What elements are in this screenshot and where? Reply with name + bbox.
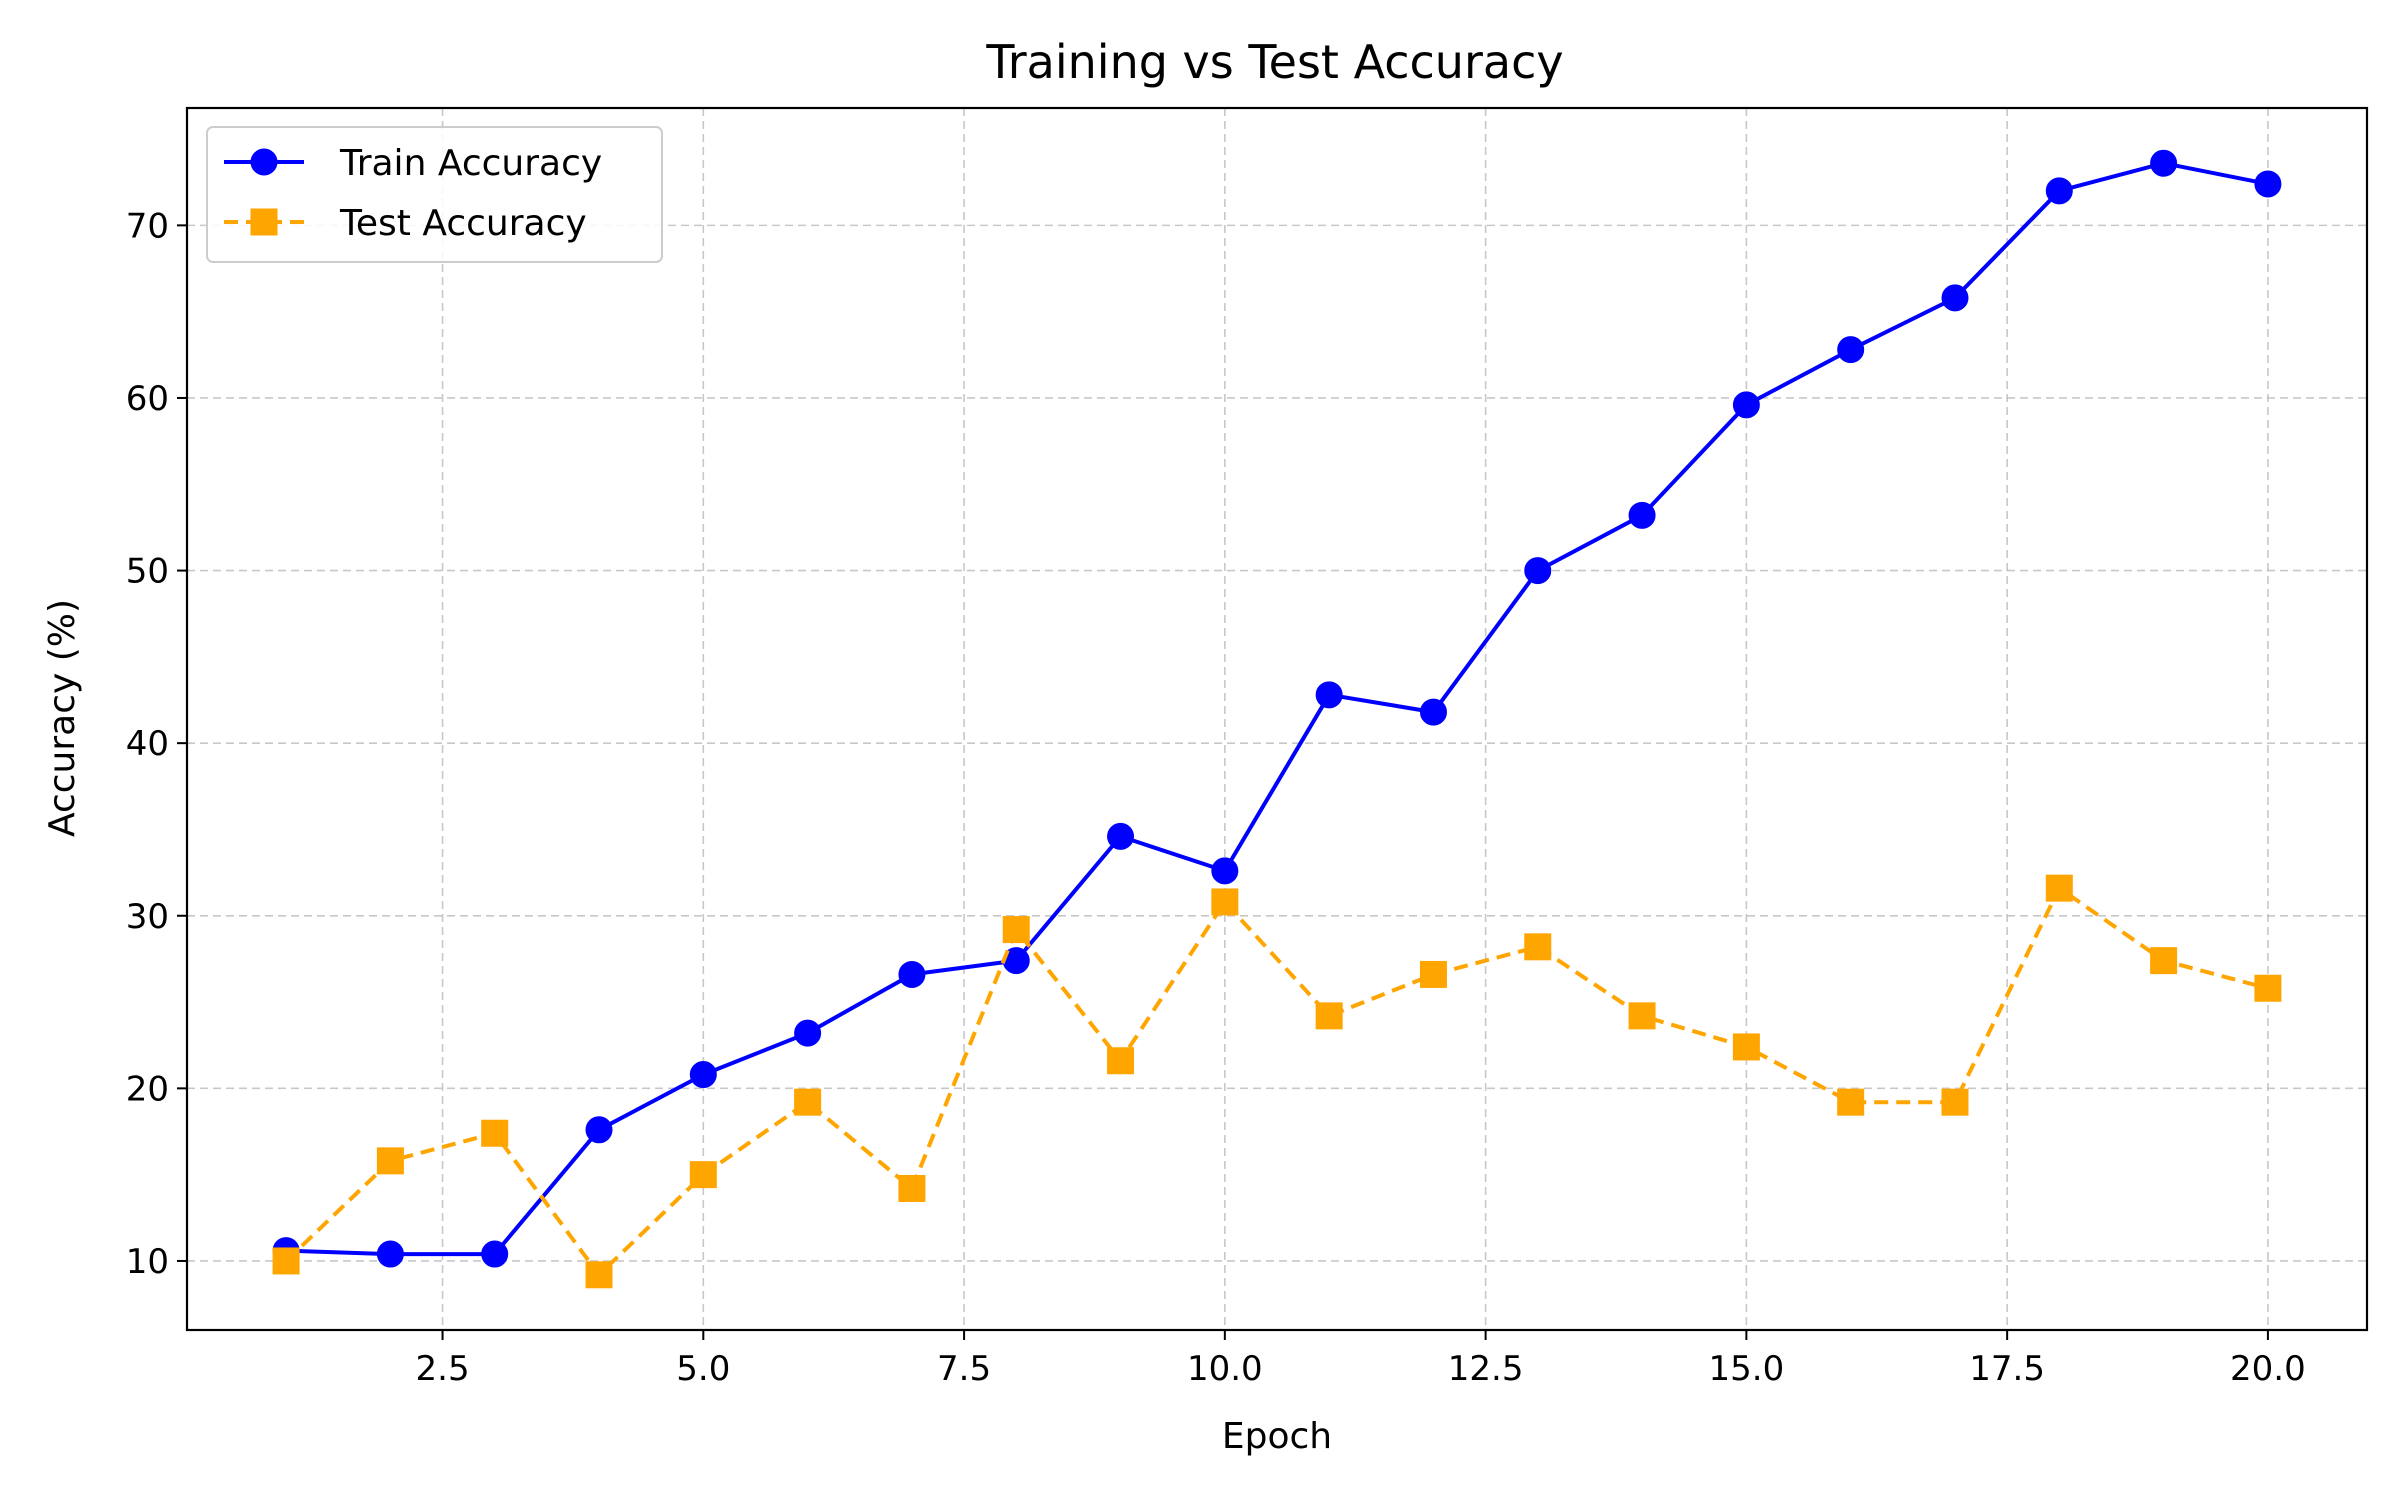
data-point bbox=[376, 1147, 404, 1175]
grid-lines bbox=[187, 108, 2367, 1330]
data-point bbox=[2254, 170, 2282, 198]
y-axis-label: Accuracy (%) bbox=[42, 599, 83, 837]
data-point bbox=[898, 1174, 926, 1202]
data-point bbox=[1211, 857, 1239, 885]
y-tick-label: 60 bbox=[126, 379, 169, 419]
data-point bbox=[1732, 1033, 1760, 1061]
data-point bbox=[1211, 888, 1239, 916]
legend-box bbox=[206, 126, 663, 263]
data-point bbox=[2150, 149, 2178, 177]
data-point bbox=[1941, 1088, 1969, 1116]
y-tick-label: 30 bbox=[126, 897, 169, 937]
x-tick-label: 2.5 bbox=[416, 1349, 470, 1389]
data-point bbox=[376, 1240, 404, 1268]
data-point bbox=[585, 1116, 613, 1144]
data-point bbox=[689, 1061, 717, 1089]
data-point bbox=[1107, 822, 1135, 850]
x-tick-label: 17.5 bbox=[1969, 1349, 2045, 1389]
series-1 bbox=[272, 149, 2282, 1268]
legend-item: Test Accuracy bbox=[224, 203, 587, 244]
data-point bbox=[481, 1119, 509, 1147]
series-line bbox=[284, 161, 2270, 1257]
data-point bbox=[2254, 974, 2282, 1002]
plot-area-frame bbox=[185, 106, 2369, 1332]
y-tick-label: 40 bbox=[126, 724, 169, 764]
series-line bbox=[284, 886, 2269, 1277]
y-tick-label: 50 bbox=[126, 552, 169, 592]
data-point bbox=[1524, 933, 1552, 961]
x-tick-label: 7.5 bbox=[937, 1349, 991, 1389]
data-point bbox=[1315, 681, 1343, 709]
data-point bbox=[585, 1261, 613, 1289]
legend-label: Test Accuracy bbox=[339, 203, 587, 244]
series-2 bbox=[272, 874, 2282, 1289]
legend-items: Train Accuracy Test Accuracy bbox=[224, 143, 602, 244]
axis-ticks: 2.5 5.0 7.5 10.0 12.5 15.0 17.5 20.0 10 20 30 40 50 6… bbox=[126, 206, 2306, 1389]
data-point bbox=[2150, 947, 2178, 975]
x-tick-label: 10.0 bbox=[1187, 1349, 1263, 1389]
y-tick-label: 20 bbox=[126, 1069, 169, 1109]
data-point bbox=[1628, 501, 1656, 529]
x-axis-label: Epoch bbox=[1222, 1416, 1332, 1457]
x-tick-label: 20.0 bbox=[2230, 1349, 2306, 1389]
data-point bbox=[1837, 336, 1865, 364]
y-tick-label: 10 bbox=[126, 1242, 169, 1282]
data-point bbox=[689, 1161, 717, 1189]
legend: Train Accuracy Test Accuracy bbox=[206, 126, 663, 263]
data-point bbox=[898, 960, 926, 988]
data-point bbox=[1837, 1088, 1865, 1116]
data-point bbox=[1315, 1002, 1343, 1030]
data-point bbox=[1524, 557, 1552, 585]
x-tick-label: 12.5 bbox=[1448, 1349, 1524, 1389]
chart-title: Training vs Test Accuracy bbox=[985, 35, 1563, 89]
legend-marker bbox=[250, 208, 278, 236]
legend-marker bbox=[250, 148, 278, 176]
x-tick-label: 15.0 bbox=[1709, 1349, 1785, 1389]
x-tick-label: 5.0 bbox=[676, 1349, 730, 1389]
data-point bbox=[272, 1247, 300, 1275]
legend-label: Train Accuracy bbox=[339, 143, 602, 184]
legend-item: Train Accuracy bbox=[224, 143, 602, 184]
data-point bbox=[794, 1019, 822, 1047]
data-point bbox=[1419, 698, 1447, 726]
data-point bbox=[1419, 960, 1447, 988]
y-tick-label: 70 bbox=[126, 206, 169, 246]
series-layer bbox=[272, 149, 2282, 1289]
data-point bbox=[1732, 391, 1760, 419]
data-point bbox=[2045, 874, 2073, 902]
data-point bbox=[1941, 284, 1969, 312]
data-point bbox=[481, 1240, 509, 1268]
data-point bbox=[1002, 916, 1030, 944]
data-point bbox=[2045, 177, 2073, 205]
data-point bbox=[1107, 1047, 1135, 1075]
data-point bbox=[1628, 1002, 1656, 1030]
data-point bbox=[794, 1088, 822, 1116]
